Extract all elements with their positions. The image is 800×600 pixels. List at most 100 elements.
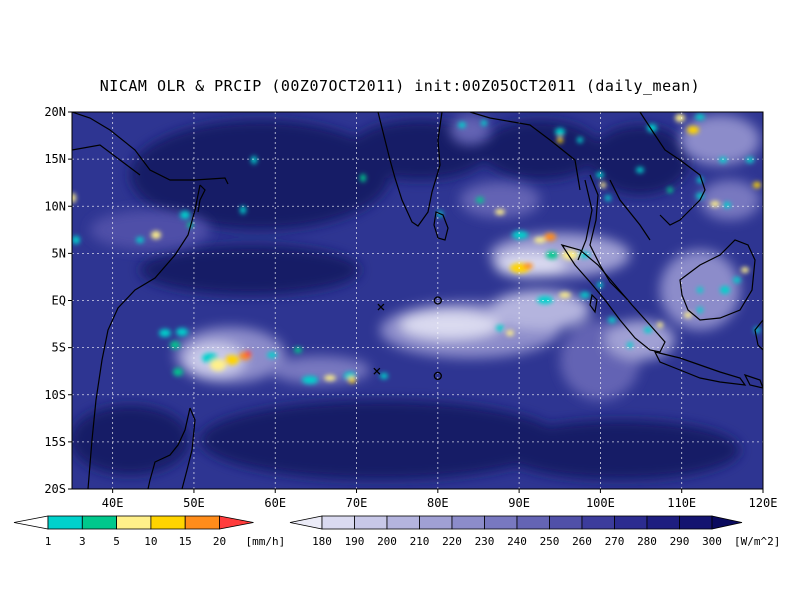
lat-tick-label: 20S (44, 482, 66, 496)
colorbar-label: 15 (179, 535, 192, 548)
colorbar-unit: [W/m^2] (734, 535, 780, 548)
precip-cell (360, 174, 366, 182)
precip-cell (608, 317, 616, 323)
colorbar-label: 250 (540, 535, 560, 548)
precip-cell (348, 377, 356, 383)
precip-cell (151, 231, 161, 239)
precip-cell (597, 282, 603, 288)
circle-marker (433, 371, 442, 381)
colorbar-label: 260 (572, 535, 592, 548)
precip-cell (559, 292, 571, 298)
precip-cell (267, 352, 277, 358)
colorbar-box (549, 515, 583, 530)
precip-cell (746, 157, 754, 163)
colorbar-box (484, 515, 518, 530)
colorbar-box (47, 515, 83, 530)
lat-tick-labels: 20N 15N 10N 5N EQ 5S 10S 15S 20S (44, 105, 66, 496)
precip-cell (534, 237, 546, 243)
precip-cell (720, 286, 730, 294)
precip-cell (173, 368, 183, 376)
precip-cell (481, 120, 487, 126)
lon-tick-label: 100E (586, 496, 615, 510)
colorbar-box (386, 515, 420, 530)
precip-cell (719, 157, 727, 163)
precip-cell (605, 195, 611, 201)
colorbar-label: 300 (702, 535, 722, 548)
precip-cell (176, 328, 188, 336)
lat-tick-label: 5N (52, 246, 66, 260)
precip-cell (302, 376, 318, 384)
lon-tick-label: 60E (264, 496, 286, 510)
precip-cell (733, 277, 741, 283)
precip-cell (136, 237, 144, 243)
precip-cell (555, 128, 565, 136)
colorbar-unit: [mm/h] (246, 535, 286, 548)
colorbar-box (451, 515, 485, 530)
colorbar-label: 220 (442, 535, 462, 548)
colorbar-arrow-left (289, 515, 323, 530)
map-field (72, 112, 763, 489)
precip-cell (523, 263, 533, 269)
colorbar-label: 210 (410, 535, 430, 548)
precip-cell (644, 327, 652, 333)
lat-tick-label: 10N (44, 199, 66, 213)
lat-tick-label: 20N (44, 105, 66, 119)
map-title: NICAM OLR & PRCIP (00Z07OCT2011) init:00… (99, 77, 701, 95)
station-markers (373, 296, 442, 381)
cross-marker (373, 367, 381, 375)
coastlines (72, 112, 763, 489)
precip-colorbar: 1 3 5 10 15 20 [mm/h] (13, 515, 286, 548)
lon-tick-label: 80E (427, 496, 449, 510)
lon-tick-label: 110E (667, 496, 696, 510)
precip-cell (496, 325, 504, 331)
colorbar-box (614, 515, 648, 530)
precip-cell (684, 312, 692, 318)
precip-cell (667, 187, 673, 193)
lat-tick-label: 5S (52, 341, 66, 355)
circle-marker (433, 296, 442, 305)
colorbar-box (184, 515, 220, 530)
precip-cell (210, 359, 226, 371)
lon-tick-labels: 40E 50E 60E 70E 80E 90E 100E 110E 120E (102, 496, 778, 510)
axis-ticks (68, 111, 764, 493)
colorbar-label: 290 (670, 535, 690, 548)
colorbar-box (646, 515, 680, 530)
colorbar-box (419, 515, 453, 530)
colorbar-label: 270 (605, 535, 625, 548)
precip-cell (697, 307, 703, 313)
lat-tick-label: 15S (44, 435, 66, 449)
precip-cell (562, 250, 578, 260)
colorbar-label: 230 (475, 535, 495, 548)
lon-tick-label: 120E (749, 496, 778, 510)
precip-cell (476, 197, 484, 203)
precip-cells (72, 114, 761, 384)
colorbar-label: 1 (45, 535, 52, 548)
precip-cell (180, 211, 190, 219)
precip-cell (72, 193, 76, 203)
precip-cell (557, 137, 563, 143)
precip-cell (159, 329, 171, 337)
colorbar-box (679, 515, 713, 530)
precip-cell (627, 342, 633, 348)
precip-cell (580, 292, 590, 298)
colorbar-label: 190 (345, 535, 365, 548)
colorbar-label: 240 (507, 535, 527, 548)
colorbar-box (321, 515, 355, 530)
colorbar-box (516, 515, 550, 530)
precip-cell (741, 267, 749, 273)
precip-cell (512, 231, 528, 239)
precip-cell (710, 201, 720, 207)
colorbar-label: 3 (79, 535, 86, 548)
precip-cell (240, 206, 246, 214)
colorbar-label: 280 (637, 535, 657, 548)
lat-tick-label: EQ (52, 294, 66, 308)
colorbar-box (81, 515, 118, 530)
lon-tick-label: 90E (508, 496, 530, 510)
precip-cell (495, 209, 505, 215)
precip-cell (294, 347, 302, 353)
precip-cell (506, 330, 514, 336)
olr-colorbar: 180 190 200 210 220 230 240 250 260 270 280 290 300 [… (289, 515, 780, 548)
colorbar-label: 5 (113, 535, 120, 548)
precip-cell (696, 193, 704, 199)
